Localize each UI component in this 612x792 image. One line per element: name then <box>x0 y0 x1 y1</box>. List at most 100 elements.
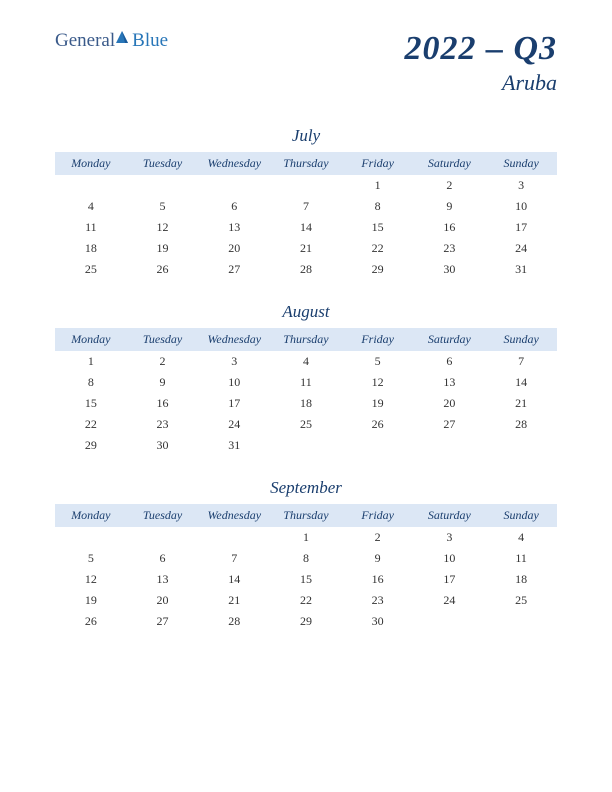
day-cell: 26 <box>55 611 127 632</box>
week-row: 12131415161718 <box>55 569 557 590</box>
day-cell: 30 <box>414 259 486 280</box>
day-cell: 14 <box>270 217 342 238</box>
day-cell: 23 <box>342 590 414 611</box>
day-header: Sunday <box>485 504 557 527</box>
day-cell: 20 <box>198 238 270 259</box>
day-cell <box>127 527 199 548</box>
day-cell: 22 <box>270 590 342 611</box>
logo-triangle-icon <box>114 29 130 45</box>
week-row: 1234 <box>55 527 557 548</box>
day-cell: 15 <box>270 569 342 590</box>
day-cell: 2 <box>342 527 414 548</box>
day-cell: 4 <box>270 351 342 372</box>
day-cell: 1 <box>55 351 127 372</box>
day-header: Monday <box>55 504 127 527</box>
day-cell: 8 <box>55 372 127 393</box>
day-cell: 1 <box>342 175 414 196</box>
calendars-container: July MondayTuesdayWednesdayThursdayFriday… <box>0 126 612 632</box>
month-name: September <box>55 478 557 498</box>
day-cell: 21 <box>198 590 270 611</box>
month-block: JulyMondayTuesdayWednesdayThursdayFriday… <box>55 126 557 280</box>
day-cell: 17 <box>485 217 557 238</box>
day-cell: 5 <box>342 351 414 372</box>
day-header: Wednesday <box>198 504 270 527</box>
day-cell: 12 <box>55 569 127 590</box>
day-cell: 3 <box>485 175 557 196</box>
day-cell: 10 <box>485 196 557 217</box>
day-cell: 11 <box>485 548 557 569</box>
day-cell: 27 <box>198 259 270 280</box>
week-row: 567891011 <box>55 548 557 569</box>
week-row: 45678910 <box>55 196 557 217</box>
day-cell <box>198 527 270 548</box>
day-cell: 5 <box>55 548 127 569</box>
day-header: Tuesday <box>127 328 199 351</box>
day-cell: 27 <box>414 414 486 435</box>
day-cell: 13 <box>198 217 270 238</box>
country-title: Aruba <box>404 70 557 96</box>
day-cell: 2 <box>414 175 486 196</box>
week-row: 11121314151617 <box>55 217 557 238</box>
day-header: Tuesday <box>127 504 199 527</box>
day-cell: 9 <box>342 548 414 569</box>
day-cell: 7 <box>198 548 270 569</box>
day-cell: 16 <box>127 393 199 414</box>
day-cell: 8 <box>342 196 414 217</box>
calendar-table: MondayTuesdayWednesdayThursdayFridaySatu… <box>55 328 557 456</box>
logo-text-blue: Blue <box>132 30 168 52</box>
day-header-row: MondayTuesdayWednesdayThursdayFridaySatu… <box>55 328 557 351</box>
day-header: Saturday <box>414 504 486 527</box>
day-header: Wednesday <box>198 152 270 175</box>
day-cell: 28 <box>198 611 270 632</box>
day-cell: 14 <box>198 569 270 590</box>
day-cell <box>414 611 486 632</box>
day-header: Wednesday <box>198 328 270 351</box>
day-header: Saturday <box>414 328 486 351</box>
day-cell: 13 <box>127 569 199 590</box>
day-cell: 25 <box>55 259 127 280</box>
day-cell: 18 <box>270 393 342 414</box>
logo: General Blue <box>55 30 168 52</box>
day-cell: 14 <box>485 372 557 393</box>
day-header: Tuesday <box>127 152 199 175</box>
day-cell: 29 <box>55 435 127 456</box>
week-row: 25262728293031 <box>55 259 557 280</box>
day-cell <box>342 435 414 456</box>
month-name: August <box>55 302 557 322</box>
day-header: Sunday <box>485 328 557 351</box>
day-cell: 23 <box>127 414 199 435</box>
day-header: Monday <box>55 328 127 351</box>
day-cell: 4 <box>485 527 557 548</box>
day-cell: 26 <box>342 414 414 435</box>
day-header: Sunday <box>485 152 557 175</box>
day-cell: 3 <box>414 527 486 548</box>
day-header: Monday <box>55 152 127 175</box>
day-cell: 29 <box>342 259 414 280</box>
day-cell: 25 <box>485 590 557 611</box>
day-cell <box>485 611 557 632</box>
week-row: 891011121314 <box>55 372 557 393</box>
day-cell: 12 <box>127 217 199 238</box>
page-header: General Blue 2022 – Q3 Aruba <box>0 0 612 106</box>
day-header: Friday <box>342 504 414 527</box>
day-cell: 24 <box>414 590 486 611</box>
day-cell: 2 <box>127 351 199 372</box>
month-name: July <box>55 126 557 146</box>
day-header: Saturday <box>414 152 486 175</box>
day-cell: 7 <box>270 196 342 217</box>
day-cell: 31 <box>198 435 270 456</box>
day-cell: 21 <box>270 238 342 259</box>
day-cell: 24 <box>198 414 270 435</box>
day-cell: 19 <box>55 590 127 611</box>
day-cell: 30 <box>127 435 199 456</box>
day-cell: 17 <box>198 393 270 414</box>
day-cell: 17 <box>414 569 486 590</box>
day-cell: 28 <box>485 414 557 435</box>
day-cell <box>198 175 270 196</box>
day-cell: 26 <box>127 259 199 280</box>
day-cell: 1 <box>270 527 342 548</box>
day-cell: 6 <box>198 196 270 217</box>
day-cell: 23 <box>414 238 486 259</box>
day-cell: 20 <box>414 393 486 414</box>
day-cell: 13 <box>414 372 486 393</box>
